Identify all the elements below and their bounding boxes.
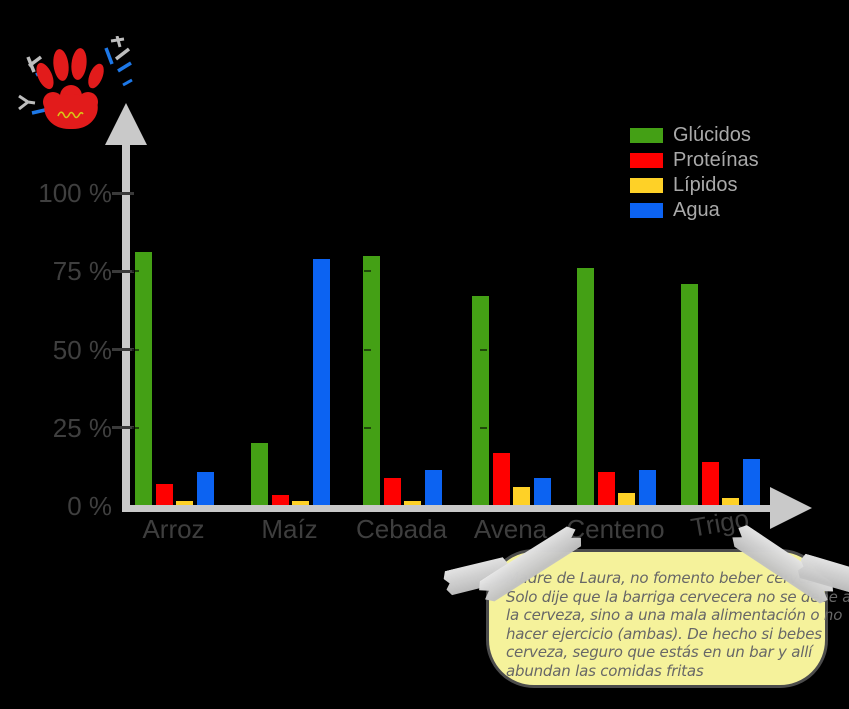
- bar-glucidos-cebada: [363, 255, 380, 506]
- x-axis-category-label: Avena: [473, 514, 548, 544]
- bar-agua-arroz: [196, 471, 214, 506]
- bar-agua-trigo: [742, 459, 760, 506]
- bar-agua-avena: [533, 477, 551, 506]
- bar-proteinas-arroz: [155, 484, 173, 506]
- y-axis-tick-label: 75 %: [52, 256, 112, 287]
- paw-logo-icon: [18, 36, 133, 130]
- bar-proteinas-cebada: [383, 477, 401, 506]
- paw-print: [36, 48, 104, 130]
- y-axis-tick-label: 25 %: [52, 412, 112, 443]
- bar-lipidos-maiz: [292, 501, 309, 506]
- legend-label: Lípidos: [673, 174, 738, 196]
- bar-agua-centeno: [638, 470, 656, 506]
- y-axis-tick-label: 100 %: [38, 178, 112, 208]
- legend-item-proteinas: Proteínas: [630, 149, 759, 171]
- bar-proteinas-trigo: [701, 462, 719, 506]
- y-axis-tick: [112, 348, 134, 351]
- y-axis-tick: [112, 426, 134, 430]
- bar-proteinas-centeno: [597, 471, 615, 506]
- gridline-dashed: [132, 270, 772, 273]
- bar-glucidos-centeno: [577, 268, 594, 506]
- legend-item-agua: Agua: [630, 199, 759, 221]
- speech-bubble-line: Madre de Laura, no fomento beber cerveza…: [506, 569, 829, 587]
- x-axis-arrowhead-icon: [770, 487, 812, 529]
- speech-bubble-line: abundan las comidas fritas: [506, 661, 704, 680]
- legend-swatch-glucidos: [630, 128, 663, 143]
- x-axis-line: [122, 505, 772, 512]
- y-axis-arrowhead-icon: [105, 103, 147, 145]
- legend-item-lipidos: Lípidos: [630, 174, 759, 196]
- bar-proteinas-avena: [492, 452, 510, 506]
- legend-item-glucidos: Glúcidos: [630, 124, 759, 146]
- speech-bubble-line: cerveza, seguro que estás en un bar y al…: [506, 643, 813, 662]
- bar-glucidos-trigo: [681, 283, 698, 506]
- bar-agua-maiz: [312, 258, 330, 506]
- x-axis-category-label: Cebada: [355, 514, 448, 544]
- legend-label: Proteínas: [673, 149, 759, 171]
- x-axis-category-label: Maíz: [261, 514, 318, 544]
- bar-glucidos-maiz: [251, 443, 268, 506]
- bar-glucidos-arroz: [135, 252, 152, 506]
- x-axis-category-label: Arroz: [142, 514, 205, 544]
- legend-label: Agua: [673, 199, 720, 221]
- legend-label: Glúcidos: [673, 124, 751, 146]
- legend-swatch-lipidos: [630, 178, 663, 193]
- bar-lipidos-trigo: [722, 498, 739, 506]
- y-axis-tick-label: 50 %: [52, 334, 112, 365]
- speech-bubble-line: Solo dije que la barriga cervecera no se…: [506, 587, 849, 606]
- y-axis-tick: [112, 269, 134, 273]
- bar-agua-cebada: [424, 470, 442, 506]
- bar-proteinas-maiz: [271, 495, 289, 506]
- paw-signature-squiggle: [57, 111, 84, 119]
- bar-lipidos-centeno: [618, 493, 635, 506]
- legend-swatch-proteinas: [630, 153, 663, 168]
- gridline-dashed: [132, 348, 772, 351]
- y-axis-line: [122, 140, 130, 512]
- x-axis-category-label: Centeno: [566, 514, 665, 544]
- bar-glucidos-avena: [472, 296, 489, 506]
- legend-swatch-agua: [630, 203, 663, 218]
- y-axis-tick-label: 0 %: [67, 491, 112, 521]
- bar-lipidos-cebada: [404, 501, 421, 506]
- speech-bubble-line: la cerveza, sino a una mala alimentación…: [506, 606, 843, 625]
- bar-lipidos-arroz: [176, 501, 193, 506]
- legend: Glúcidos Proteínas Lípidos Agua: [630, 124, 759, 221]
- bar-lipidos-avena: [513, 487, 530, 506]
- y-axis-tick: [112, 191, 134, 195]
- speech-bubble-line: hacer ejercicio (ambas). De hecho si beb…: [506, 624, 822, 643]
- gridline-dashed: [132, 426, 772, 429]
- speech-bubble: Madre de Laura, no fomento beber cerveza…: [486, 549, 849, 688]
